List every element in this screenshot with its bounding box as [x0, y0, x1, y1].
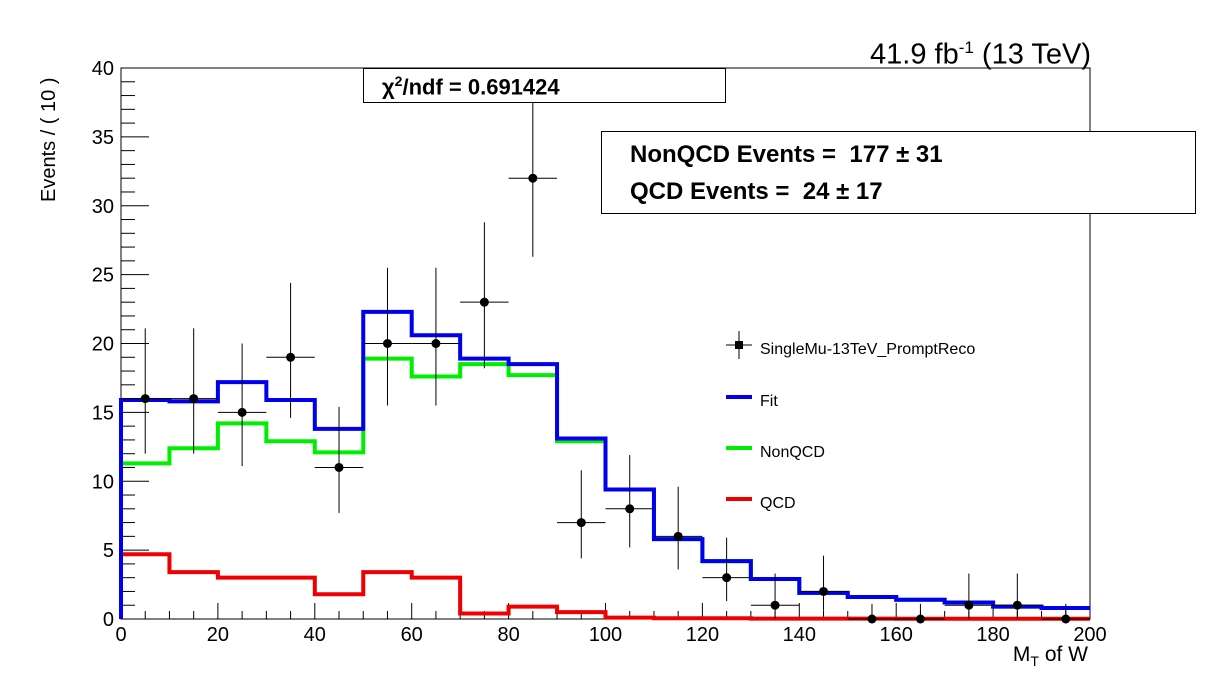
chi2-text: χ2/ndf = 0.691424: [382, 73, 560, 100]
y-tick-label: 25: [92, 265, 114, 287]
data-point: [140, 394, 150, 404]
data-point: [334, 462, 344, 472]
data-point: [819, 586, 829, 596]
data-point: [237, 407, 247, 417]
data-point: [189, 394, 199, 404]
qcd-events-text: QCD Events = 24 ± 17: [630, 178, 883, 205]
y-tick-label: 35: [92, 127, 114, 149]
x-axis-label: MT of W: [1012, 643, 1088, 670]
legend-entry-qcd: QCD: [760, 495, 796, 512]
chi2-box: χ2/ndf = 0.691424: [363, 68, 726, 103]
x-tick-label: 60: [401, 624, 423, 646]
y-tick-label: 0: [103, 609, 114, 631]
data-point: [286, 352, 296, 362]
event-yields-box: NonQCD Events = 177 ± 31 QCD Events = 24…: [601, 131, 1196, 214]
data-point: [528, 173, 538, 183]
y-tick-label: 30: [92, 196, 114, 218]
x-tick-label: 40: [304, 624, 326, 646]
y-tick-label: 20: [92, 334, 114, 356]
legend-glyphs: [726, 331, 752, 501]
data-point: [1061, 614, 1071, 624]
x-tick-label: 100: [589, 624, 622, 646]
y-tick-label: 40: [92, 58, 114, 80]
x-tick-label: 0: [115, 624, 126, 646]
y-tick-label: 15: [92, 402, 114, 424]
y-tick-label: 5: [103, 540, 114, 562]
data-point: [576, 518, 586, 528]
data-point: [625, 504, 635, 514]
legend-data-marker: [735, 341, 743, 349]
luminosity-label: 41.9 fb-1 (13 TeV): [870, 38, 1091, 71]
data-point: [479, 297, 489, 307]
legend-entry-nonqcd: NonQCD: [760, 444, 825, 461]
y-axis-label: Events / ( 10 ): [38, 77, 60, 203]
data-point: [867, 614, 877, 624]
x-tick-label: 160: [880, 624, 913, 646]
y-tick-label: 10: [92, 471, 114, 493]
data-point: [1012, 600, 1022, 610]
legend-entry-data: SingleMu-13TeV_PromptReco: [760, 341, 976, 358]
x-tick-label: 140: [783, 624, 816, 646]
tick-labels: 0 20 40 60 80 100 120 140 160 180 200 0 5 10 15 20 25 30 3…: [92, 58, 1107, 646]
data-point: [431, 339, 441, 348]
x-tick-label: 80: [497, 624, 519, 646]
data-point: [722, 573, 732, 583]
x-tick-label: 180: [976, 624, 1009, 646]
step-line-fit: [119, 309, 1090, 619]
data-point: [915, 614, 925, 624]
data-point: [964, 600, 974, 610]
legend-entry-fit: Fit: [760, 393, 778, 410]
x-tick-label: 200: [1073, 624, 1106, 646]
nonqcd-events-text: NonQCD Events = 177 ± 31: [630, 141, 943, 168]
data-point: [673, 531, 683, 541]
data-point: [382, 339, 392, 348]
data-points: [121, 85, 1090, 624]
x-tick-label: 120: [686, 624, 719, 646]
x-tick-label: 20: [207, 624, 229, 646]
data-point: [770, 600, 780, 610]
